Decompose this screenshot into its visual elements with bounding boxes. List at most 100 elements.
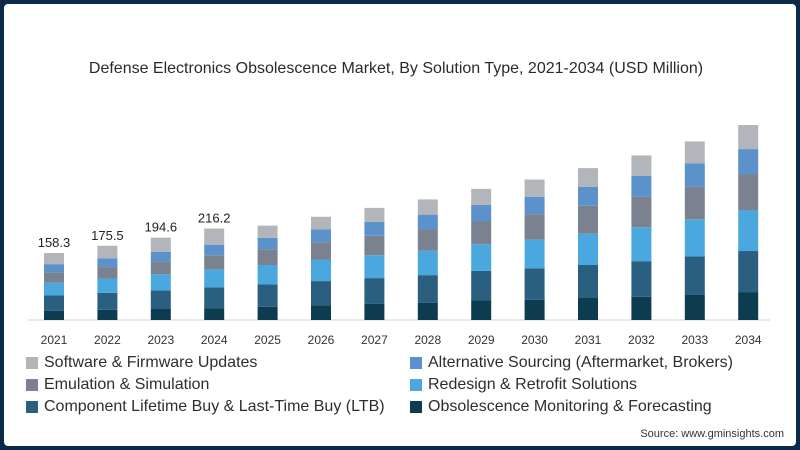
bar-total-label: 158.3 [38, 235, 71, 250]
chart-frame [4, 4, 796, 446]
bar-segment [257, 249, 278, 265]
x-tick-label: 2023 [147, 333, 174, 347]
bar-segment [738, 251, 759, 293]
bar-segment [417, 302, 438, 320]
bar-segment [204, 228, 225, 245]
bar-segment [738, 174, 759, 211]
x-tick-label: 2032 [628, 333, 655, 347]
bar-segment [631, 196, 652, 228]
legend-item: Software & Firmware Updates [26, 354, 257, 372]
source-note: Source: www.gminsights.com [640, 428, 784, 440]
x-tick-label: 2030 [521, 333, 548, 347]
bar-segment [364, 235, 385, 256]
bar-segment [204, 308, 225, 320]
bar-segment [97, 292, 118, 310]
bar-segment [44, 264, 64, 273]
bar-segment [738, 124, 759, 150]
bar-segment [364, 303, 385, 320]
x-tick-label: 2024 [201, 333, 228, 347]
bar-segment [44, 272, 64, 283]
bar-segment [150, 309, 171, 320]
bar-segment [471, 270, 492, 301]
bar-segment [257, 284, 278, 307]
bar-segment [578, 298, 598, 320]
bar-segment [364, 221, 385, 236]
bar-segment [311, 305, 331, 320]
bar-segment [150, 261, 171, 275]
bar-segment [738, 210, 759, 252]
bar-segment [684, 186, 705, 220]
x-tick-label: 2022 [94, 333, 121, 347]
bar-total-label: 216.2 [198, 211, 231, 226]
bar-segment [257, 306, 278, 320]
bar-segment [684, 163, 705, 187]
bar-segment [204, 255, 225, 270]
bar-segment [471, 204, 492, 221]
legend-swatch [26, 401, 38, 413]
bar-segment [524, 214, 545, 240]
bar-segment [97, 245, 118, 259]
bar-segment [631, 227, 652, 262]
bar-segment [578, 205, 598, 234]
bar-segment [44, 253, 64, 265]
bar-segment [150, 274, 171, 291]
bar-segment [44, 282, 64, 296]
legend-label: Redesign & Retrofit Solutions [428, 376, 637, 393]
bar-segment [257, 225, 278, 238]
legend-item: Redesign & Retrofit Solutions [410, 376, 637, 394]
bar-total-label: 175.5 [91, 228, 124, 243]
bar-segment [311, 229, 331, 243]
bar-segment [44, 310, 64, 320]
x-tick-label: 2021 [41, 333, 68, 347]
bar-segment [578, 186, 598, 206]
x-tick-label: 2031 [575, 333, 602, 347]
bar-segment [738, 149, 759, 175]
bar-segment [97, 278, 118, 293]
bar-segment [417, 229, 438, 251]
bar-segment [204, 287, 225, 309]
bar-segment [204, 269, 225, 288]
x-tick-label: 2028 [414, 333, 441, 347]
bar-segment [631, 261, 652, 297]
legend-swatch [410, 401, 422, 413]
bar-segment [684, 256, 705, 295]
bar-segment [364, 278, 385, 304]
bar-segment [471, 188, 492, 205]
bar-total-label: 194.6 [145, 220, 178, 235]
bar-segment [257, 265, 278, 285]
bar-segment [631, 296, 652, 320]
legend-swatch [26, 357, 38, 369]
bar-segment [97, 267, 118, 279]
x-tick-label: 2029 [468, 333, 495, 347]
bar-segment [311, 281, 331, 306]
legend-item: Component Lifetime Buy & Last-Time Buy (… [26, 398, 385, 416]
bar-segment [524, 239, 545, 269]
legend-label: Obsolescence Monitoring & Forecasting [428, 398, 712, 415]
bar-segment [471, 244, 492, 271]
bar-segment [578, 265, 598, 298]
bar-segment [417, 199, 438, 215]
bar-segment [97, 258, 118, 268]
legend-swatch [410, 379, 422, 391]
bar-segment [738, 292, 759, 320]
bar-segment [684, 141, 705, 164]
bar-segment [364, 207, 385, 222]
bar-segment [684, 219, 705, 257]
bar-segment [417, 214, 438, 230]
legend-swatch [410, 357, 422, 369]
x-tick-label: 2027 [361, 333, 388, 347]
bar-segment [150, 251, 171, 262]
bar-segment [631, 155, 652, 176]
bar-segment [524, 268, 545, 300]
bar-segment [44, 295, 64, 311]
bar-segment [150, 290, 171, 309]
legend-label: Component Lifetime Buy & Last-Time Buy (… [44, 398, 385, 415]
legend-label: Software & Firmware Updates [44, 354, 258, 371]
bar-segment [684, 294, 705, 320]
bar-segment [471, 300, 492, 320]
bar-segment [311, 216, 331, 230]
bar-segment [417, 250, 438, 276]
legend-item: Obsolescence Monitoring & Forecasting [410, 398, 712, 416]
bar-segment [524, 299, 545, 320]
bar-segment [311, 242, 331, 260]
